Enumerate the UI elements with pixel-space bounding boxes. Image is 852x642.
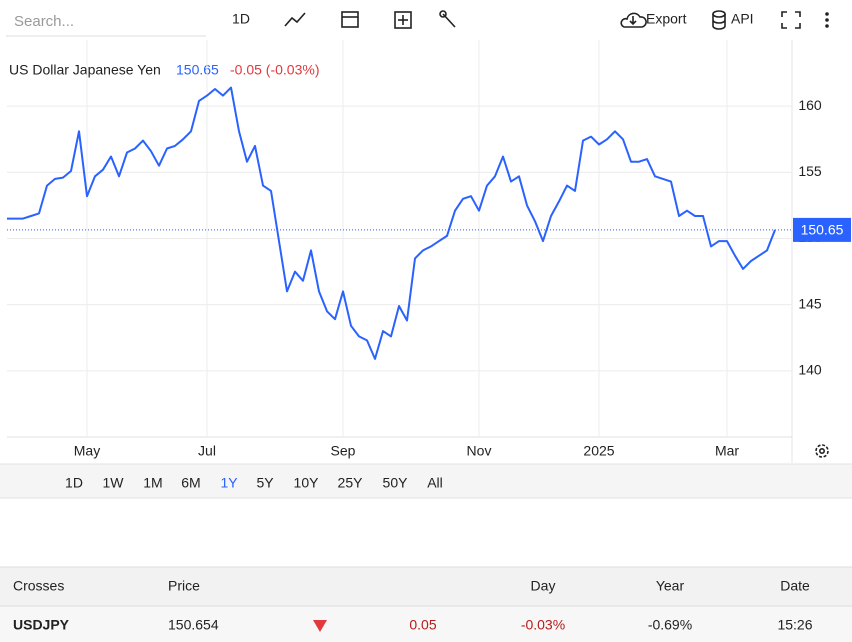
table-cell: -0.69% xyxy=(648,617,692,633)
range-bar xyxy=(0,464,852,498)
chart: 140145150155160MayJulSepNov2025Mar150.65 xyxy=(7,40,851,459)
range-buttons: 1D 1W 1M 6M 1Y 5Y 10Y 25Y 50Y All xyxy=(65,475,443,491)
x-tick-label: Sep xyxy=(331,443,356,459)
last-price-box xyxy=(793,217,851,242)
fullscreen-icon[interactable] xyxy=(781,11,801,29)
table-header-cell: Day xyxy=(531,578,556,594)
api-button[interactable]: API xyxy=(731,11,754,27)
add-icon[interactable] xyxy=(394,11,412,29)
x-tick-label: 2025 xyxy=(583,443,614,459)
api-icon[interactable] xyxy=(712,10,726,30)
table-row xyxy=(0,606,852,642)
y-tick-label: 160 xyxy=(798,97,822,113)
range-button[interactable]: 50Y xyxy=(383,475,409,491)
range-button[interactable]: 5Y xyxy=(256,475,274,491)
wrench-icon[interactable] xyxy=(439,10,456,28)
x-tick-label: May xyxy=(74,443,100,459)
range-button[interactable]: 25Y xyxy=(338,475,364,491)
range-button[interactable]: 1Y xyxy=(220,475,238,491)
x-tick-label: Mar xyxy=(715,443,739,459)
table-cell: 150.654 xyxy=(168,617,219,633)
calendar-icon[interactable] xyxy=(341,11,359,28)
settings-icon[interactable] xyxy=(815,444,829,458)
table-header-cell: Price xyxy=(168,578,200,594)
range-button[interactable]: All xyxy=(427,475,443,491)
range-button[interactable]: 1M xyxy=(143,475,162,491)
range-button[interactable]: 1W xyxy=(103,475,125,491)
y-tick-label: 155 xyxy=(798,163,822,179)
search-placeholder: Search... xyxy=(14,13,74,30)
x-tick-label: Jul xyxy=(198,443,216,459)
down-arrow xyxy=(313,620,327,632)
x-tick-label: Nov xyxy=(467,443,492,459)
table-cell: 15:26 xyxy=(777,617,812,633)
export-icon[interactable] xyxy=(620,12,647,28)
y-tick-label: 140 xyxy=(798,362,822,378)
table-cell[interactable]: USDJPY xyxy=(13,617,70,633)
table-header-cell: Year xyxy=(656,578,685,594)
price-line xyxy=(7,86,776,360)
more-icon[interactable] xyxy=(825,12,829,28)
range-button[interactable]: 10Y xyxy=(294,475,320,491)
export-button[interactable]: Export xyxy=(646,11,687,27)
legend-change: -0.05 (-0.03%) xyxy=(230,62,319,78)
table-header-cell: Date xyxy=(780,578,810,594)
y-tick-label: 145 xyxy=(798,295,822,311)
table-cell: -0.03% xyxy=(521,617,565,633)
legend-name: US Dollar Japanese Yen xyxy=(9,62,161,78)
interval-button[interactable]: 1D xyxy=(232,11,250,27)
table-cell: 0.05 xyxy=(409,617,436,633)
range-button[interactable]: 6M xyxy=(181,475,200,491)
last-price-label: 150.65 xyxy=(801,222,844,238)
legend-price: 150.65 xyxy=(176,62,219,78)
table-header-cell: Crosses xyxy=(13,578,64,594)
line-icon[interactable] xyxy=(284,12,306,27)
table-header xyxy=(0,567,852,606)
search-box[interactable] xyxy=(6,6,206,36)
range-button[interactable]: 1D xyxy=(65,475,83,491)
